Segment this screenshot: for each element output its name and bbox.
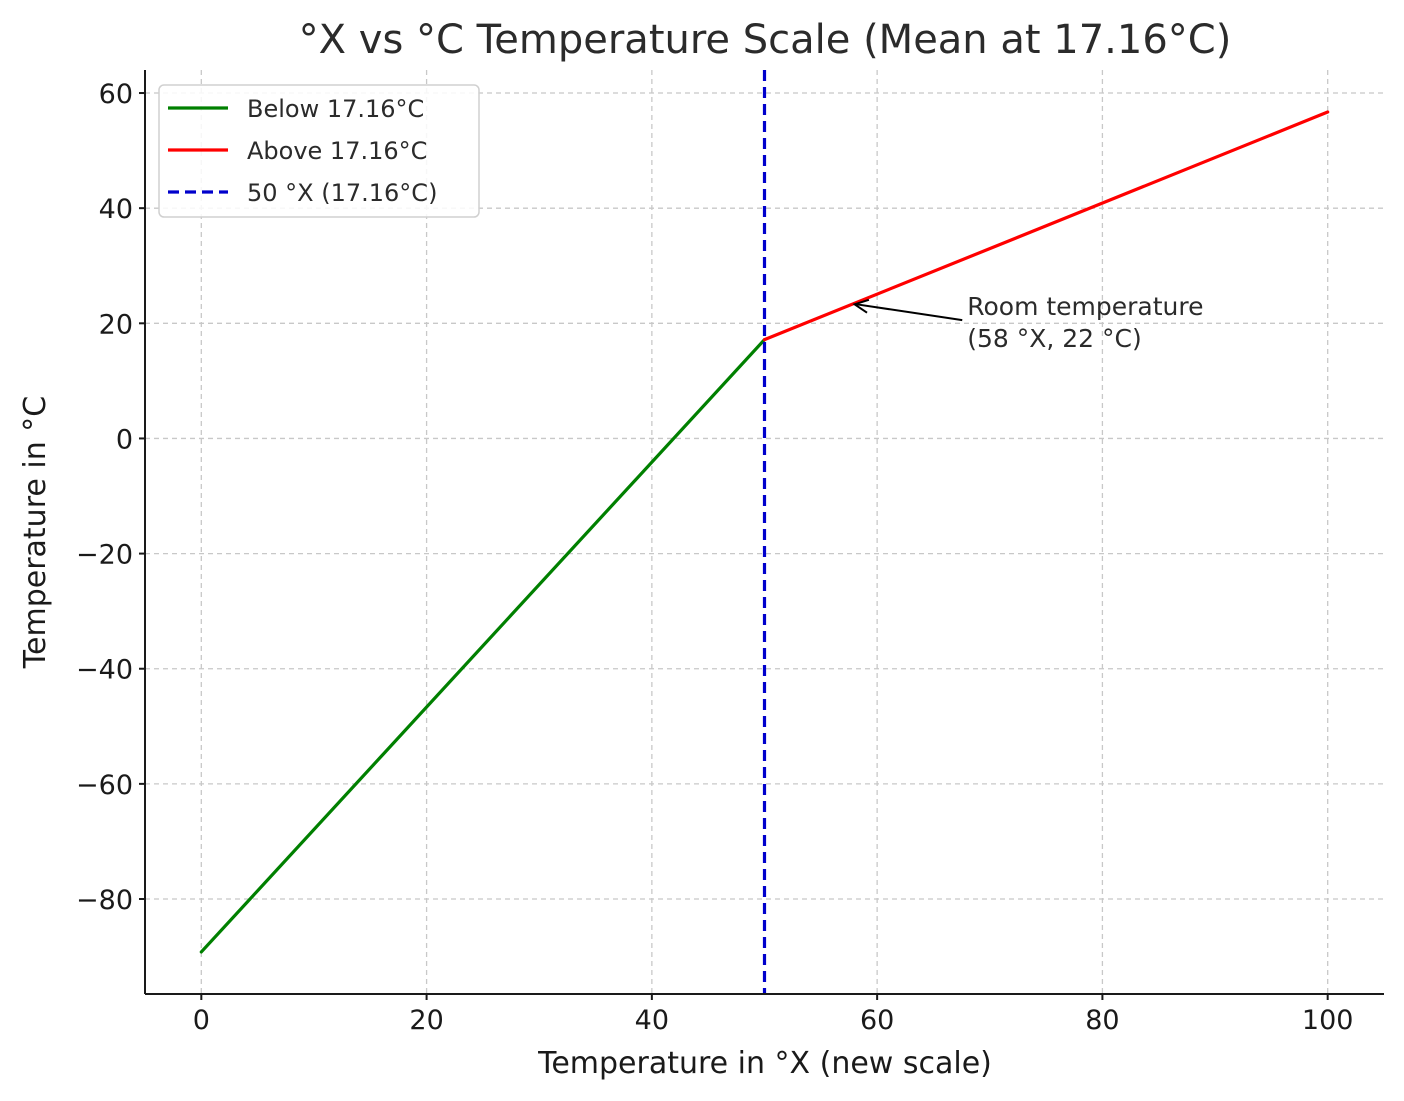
legend: Below 17.16°C Above 17.16°C 50 °X (17.16°C… <box>158 84 480 218</box>
legend-box <box>158 84 480 218</box>
legend-label-1: Above 17.16°C <box>247 137 427 165</box>
annotation-arrow-line <box>856 303 963 322</box>
x-tick-label: 40 <box>635 1005 669 1036</box>
legend-label-0: Below 17.16°C <box>247 95 424 123</box>
y-tick-label: 60 <box>99 79 133 110</box>
annotation-arrow-head <box>852 298 870 314</box>
y-tick-label: 40 <box>99 194 133 225</box>
annotation-text-line: (58 °X, 22 °C) <box>967 324 1142 353</box>
x-tick-label: 0 <box>193 1005 210 1036</box>
x-tick-label: 80 <box>1085 1005 1119 1036</box>
x-tick-label: 60 <box>860 1005 894 1036</box>
y-tick-label: −40 <box>76 655 133 686</box>
x-axis-label: Temperature in °X (new scale) <box>537 1046 992 1081</box>
axes: 0 20 40 60 80 100 −80 −60 −40 −20 0 20 40 60 <box>76 70 1384 1036</box>
y-tick-label: 0 <box>116 424 133 455</box>
y-axis-label: Temperature in °C <box>18 396 53 669</box>
x-tick-label: 20 <box>409 1005 443 1036</box>
chart-title: °X vs °C Temperature Scale (Mean at 17.1… <box>299 17 1232 63</box>
y-tick-label: 20 <box>99 309 133 340</box>
annotation: Room temperature (58 °X, 22 °C) <box>852 292 1204 353</box>
series-lines <box>199 70 1330 994</box>
y-tick-label: −80 <box>76 885 133 916</box>
x-tick-label: 100 <box>1302 1005 1354 1036</box>
series-line-0 <box>199 338 767 954</box>
annotation-text-line: Room temperature <box>967 292 1203 321</box>
legend-label-2: 50 °X (17.16°C) <box>247 179 437 207</box>
grid <box>145 70 1384 994</box>
y-tick-label: −60 <box>76 770 133 801</box>
y-tick-label: −20 <box>76 540 133 571</box>
series-line-1 <box>762 110 1330 342</box>
